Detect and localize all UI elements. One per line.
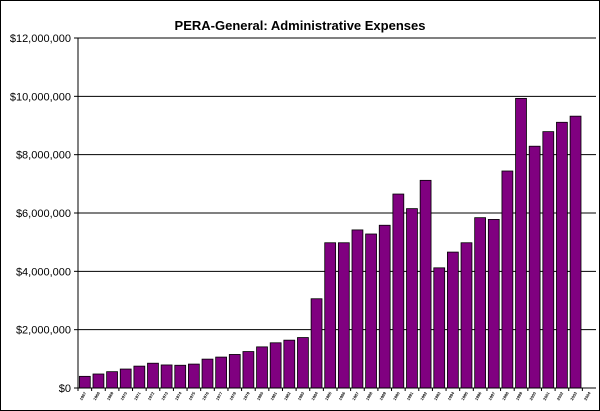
x-tick-label: 1970 — [119, 390, 128, 401]
x-tick-label: 1972 — [147, 390, 156, 401]
bar — [528, 145, 541, 389]
x-tick-label: 1983 — [297, 390, 306, 401]
y-tick-label: $4,000,000 — [16, 266, 71, 278]
bar — [378, 224, 391, 389]
bar — [569, 115, 582, 389]
x-axis-tick-labels: 1967 1968 1969 1970 1971 1972 1973 1974 1975 1976… — [77, 388, 592, 401]
bar — [460, 242, 473, 389]
x-tick-label: 1993 — [433, 390, 442, 401]
x-tick-label: 1995 — [460, 390, 469, 401]
bar — [215, 356, 227, 389]
bar — [501, 170, 514, 389]
bar — [174, 364, 187, 389]
x-tick-label: 1994 — [446, 390, 455, 401]
y-tick-label: $10,000,000 — [10, 91, 71, 103]
y-axis-tick-labels: $0 $2,000,000 $4,000,000 $6,000,000 $8,000,0… — [10, 33, 78, 395]
bar — [242, 351, 255, 389]
x-tick-label: 1984 — [310, 390, 319, 401]
bar — [351, 229, 364, 389]
x-tick-label: 2000 — [528, 390, 537, 401]
x-tick-label: 1974 — [174, 390, 183, 401]
x-tick-label: 1991 — [406, 390, 415, 401]
x-tick-label: 1979 — [242, 390, 251, 401]
x-tick-label: 1968 — [92, 390, 101, 401]
x-tick-label: 1987 — [351, 390, 360, 401]
x-tick-label: 1982 — [283, 390, 292, 401]
bar — [487, 219, 500, 389]
bar — [542, 131, 555, 389]
bar — [419, 179, 432, 389]
bar — [160, 364, 173, 389]
bar — [147, 362, 159, 389]
bar — [324, 242, 337, 389]
x-tick-label: 1976 — [201, 390, 210, 401]
x-tick-label: 1978 — [228, 390, 237, 401]
x-tick-label: 1967 — [78, 390, 87, 401]
bar — [392, 193, 405, 389]
x-tick-label: 1969 — [106, 390, 115, 401]
bar — [188, 363, 200, 389]
x-tick-label: 2004 — [583, 390, 592, 401]
x-tick-label: 1992 — [419, 390, 428, 401]
bar-series — [78, 97, 582, 389]
bar — [106, 371, 118, 389]
bar — [92, 373, 105, 389]
x-tick-label: 1998 — [501, 390, 510, 401]
bar — [447, 251, 459, 389]
x-tick-label: 1977 — [215, 390, 224, 401]
bar — [256, 346, 268, 389]
bar — [474, 217, 486, 389]
x-tick-label: 1973 — [160, 390, 169, 401]
bar — [365, 233, 377, 389]
bar — [119, 368, 132, 389]
x-tick-label: 2001 — [542, 390, 551, 401]
bar — [337, 242, 350, 389]
bar — [269, 342, 282, 389]
chart-title: PERA-General: Administrative Expenses — [175, 18, 426, 33]
x-tick-label: 1999 — [515, 390, 524, 401]
bar — [310, 298, 323, 389]
x-tick-label: 1985 — [324, 390, 333, 401]
x-tick-label: 1986 — [337, 390, 346, 401]
y-tick-label: $2,000,000 — [16, 325, 71, 337]
bar — [133, 365, 146, 389]
y-tick-label: $6,000,000 — [16, 208, 71, 220]
bar — [406, 208, 418, 389]
bar — [78, 375, 91, 389]
y-tick-label: $0 — [59, 383, 71, 395]
x-tick-label: 1975 — [187, 390, 196, 401]
x-tick-label: 1981 — [269, 390, 278, 401]
bar — [297, 337, 309, 389]
bar — [556, 121, 568, 389]
bar — [228, 354, 241, 389]
bar — [433, 267, 446, 389]
bar — [283, 339, 296, 389]
bar — [201, 358, 214, 389]
y-tick-label: $12,000,000 — [10, 33, 71, 45]
x-tick-label: 1971 — [133, 390, 142, 401]
x-tick-label: 1997 — [487, 390, 496, 401]
x-tick-label: 1989 — [378, 390, 387, 401]
x-tick-label: 1988 — [365, 390, 374, 401]
x-tick-label: 1980 — [256, 390, 265, 401]
y-tick-label: $8,000,000 — [16, 150, 71, 162]
x-tick-label: 1996 — [474, 390, 483, 401]
x-tick-label: 2002 — [556, 390, 565, 401]
bar — [515, 97, 527, 389]
x-tick-label: 1990 — [392, 390, 401, 401]
x-tick-label: 2003 — [569, 390, 578, 401]
